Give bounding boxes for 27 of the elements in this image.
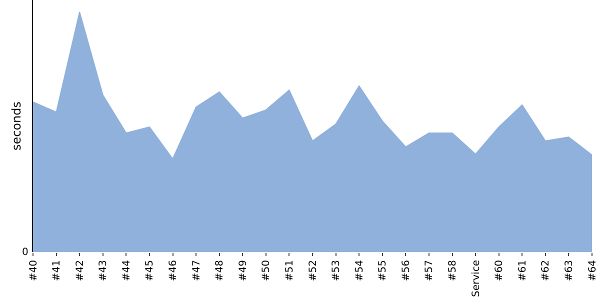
x-tick-label: Service: [470, 260, 482, 297]
x-tick-label: #41: [52, 260, 63, 282]
x-tick-label: #53: [331, 260, 342, 282]
x-tick-label: #40: [28, 260, 40, 282]
x-tick-label: #51: [284, 260, 296, 282]
x-tick-label: #64: [587, 260, 598, 282]
annotation: 0: [22, 247, 28, 258]
x-tick-label: #46: [168, 260, 179, 282]
x-tick-label: #60: [494, 260, 506, 282]
x-tick-label: #50: [261, 260, 272, 282]
x-tick-label: #55: [378, 260, 389, 282]
x-tick-label: #54: [354, 260, 366, 282]
x-tick-label: #56: [400, 260, 412, 282]
x-tick-label: #52: [308, 260, 319, 282]
x-tick-label: #49: [238, 260, 249, 282]
x-tick-label: #61: [517, 260, 528, 282]
x-tick-label: #47: [191, 260, 202, 282]
x-tick-label: #58: [448, 260, 458, 282]
x-tick-label: #63: [564, 260, 575, 282]
x-tick-label: #48: [214, 260, 226, 282]
x-tick-label: #43: [98, 260, 110, 282]
x-tick-label: #42: [74, 260, 86, 282]
x-tick-label: #57: [424, 260, 436, 282]
x-tick-label: #62: [540, 260, 552, 282]
x-tick-label: #44: [121, 260, 132, 282]
y-axis-title: seconds: [9, 101, 24, 151]
x-tick-label: #45: [144, 260, 156, 282]
